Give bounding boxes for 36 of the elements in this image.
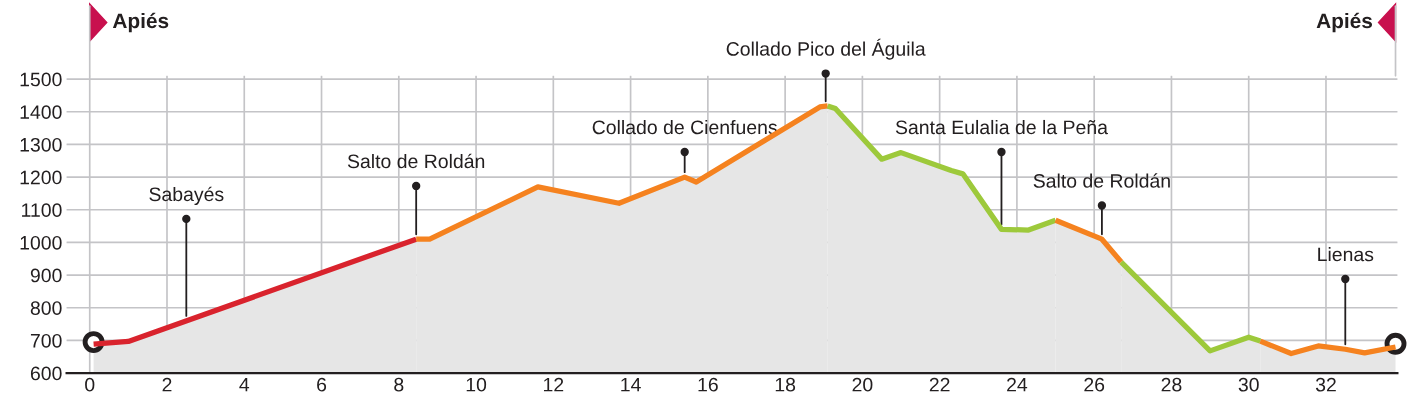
x-tick-label: 30 xyxy=(1238,377,1259,392)
x-tick-label: 18 xyxy=(775,377,796,392)
y-tick-label: 1300 xyxy=(20,137,62,152)
x-tick-label: 0 xyxy=(85,377,95,392)
x-tick-label: 4 xyxy=(239,377,250,392)
x-tick-label: 14 xyxy=(621,377,641,392)
annotation: Santa Eulalia de la Peña xyxy=(895,119,1108,135)
x-tick-label: 12 xyxy=(543,377,564,392)
y-tick-label: 800 xyxy=(30,301,62,316)
x-tick-label: 28 xyxy=(1161,377,1182,392)
x-tick-label: 2 xyxy=(162,377,172,392)
text: Apiés xyxy=(112,12,169,33)
x-tick-label: 20 xyxy=(852,377,873,392)
annotation: Collado de Cienfuens xyxy=(592,119,777,135)
x-tick-label: 10 xyxy=(466,377,487,392)
x-tick-label: 24 xyxy=(1007,377,1028,392)
y-tick-label: 1500 xyxy=(20,72,62,87)
y-tick-label: 700 xyxy=(30,333,62,348)
annotation: Salto de Roldán xyxy=(347,153,485,169)
x-tick-label: 22 xyxy=(929,377,950,392)
y-tick-label: 1100 xyxy=(22,203,62,218)
annotation: Sabayés xyxy=(149,186,224,206)
annotation: Salto de Roldán xyxy=(1033,173,1170,188)
x-tick-label: 26 xyxy=(1084,377,1105,392)
y-tick-label: 600 xyxy=(30,366,62,381)
annotation: Collado Pico del Águila xyxy=(726,38,926,60)
y-tick-label: 900 xyxy=(30,268,62,283)
x-tick-label: 8 xyxy=(394,377,404,392)
text: Apiés xyxy=(1316,12,1373,33)
x-tick-label: 6 xyxy=(317,377,327,392)
x-tick-label: 16 xyxy=(698,377,718,392)
x-tick-label: 32 xyxy=(1315,377,1336,392)
y-tick-label: 1000 xyxy=(20,235,62,250)
y-tick-label: 1200 xyxy=(20,170,62,185)
y-tick-label: 1400 xyxy=(20,105,62,120)
annotation: Lienas xyxy=(1318,247,1374,262)
